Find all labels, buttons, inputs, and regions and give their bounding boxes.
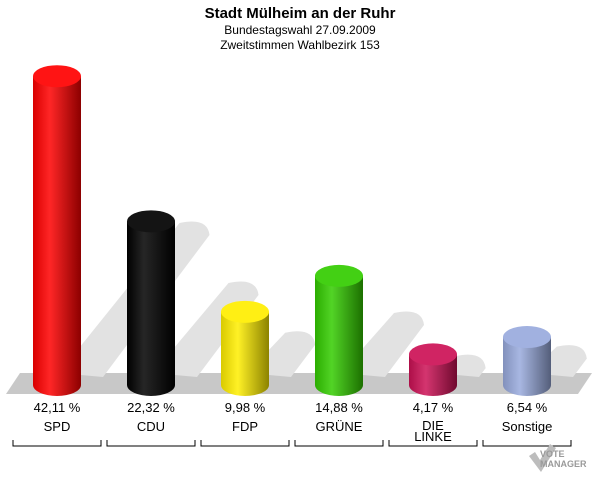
bar-gr-ne <box>315 264 363 396</box>
bar-body-gr-ne <box>315 275 363 396</box>
chart-subtitle-district: Zweitstimmen Wahlbezirk 153 <box>220 38 380 52</box>
bar-cdu <box>127 210 175 396</box>
chart-subtitle-election: Bundestagswahl 27.09.2009 <box>224 23 376 37</box>
value-label-gr-ne: 14,88 % <box>315 400 363 415</box>
value-label-cdu: 22,32 % <box>127 400 175 415</box>
category-bracket-sonstige <box>482 440 572 447</box>
bar-top-sonstige <box>503 326 551 349</box>
bar-body-cdu <box>127 221 175 396</box>
category-label-spd: SPD <box>44 419 71 434</box>
bars <box>33 65 551 397</box>
bar-fdp <box>221 300 269 396</box>
category-label-gr-ne: GRÜNE <box>316 419 363 434</box>
bar-sonstige <box>503 326 551 396</box>
category-bracket-spd <box>12 440 102 447</box>
category-bracket-cdu <box>106 440 196 447</box>
bar-body-sonstige <box>503 337 551 396</box>
bar-top-fdp <box>221 300 269 323</box>
chart-title: Stadt Mülheim an der Ruhr <box>204 5 396 22</box>
logo-wordmark: VOTE MANAGER <box>540 449 587 469</box>
bar-spd <box>33 65 81 397</box>
category-label-die-linke: DIE LINKE <box>414 418 452 444</box>
value-label-fdp: 9,98 % <box>225 400 266 415</box>
bar-body-fdp <box>221 311 269 396</box>
category-bracket-die-linke <box>388 440 478 447</box>
category-bracket-gr-ne <box>294 440 384 447</box>
category-bracket-fdp <box>200 440 290 447</box>
category-label-sonstige: Sonstige <box>502 419 553 434</box>
checkmark-icon <box>529 444 556 472</box>
bar-top-die-linke <box>409 343 457 366</box>
bar-top-cdu <box>127 210 175 233</box>
bar-die-linke <box>409 343 457 396</box>
category-axis: SPD CDU FDP GRÜNE DIE LINKE Sonstige <box>12 418 572 447</box>
bar-top-spd <box>33 65 81 88</box>
value-label-die-linke: 4,17 % <box>413 400 454 415</box>
bar-body-spd <box>33 76 81 397</box>
value-labels: 42,11 % 22,32 % 9,98 % 14,88 % 4,17 % 6,54 % <box>34 400 548 415</box>
value-label-sonstige: 6,54 % <box>507 400 548 415</box>
vote-manager-logo <box>526 440 600 480</box>
bar-body-die-linke <box>409 354 457 396</box>
bar-top-gr-ne <box>315 264 363 287</box>
category-label-fdp: FDP <box>232 419 258 434</box>
category-label-cdu: CDU <box>137 419 165 434</box>
value-label-spd: 42,11 % <box>34 400 81 415</box>
